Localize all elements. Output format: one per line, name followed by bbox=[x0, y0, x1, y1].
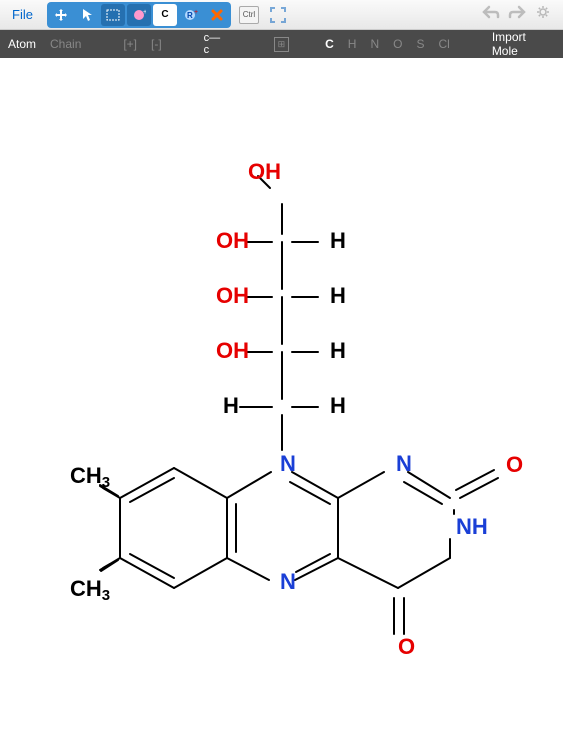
rgroup-tool[interactable]: R+ bbox=[179, 4, 203, 26]
undo-button[interactable] bbox=[481, 3, 501, 26]
atom-circle-tool[interactable]: + bbox=[127, 4, 151, 26]
redo-button[interactable] bbox=[507, 3, 527, 26]
carbon-label-tool[interactable]: C bbox=[153, 4, 177, 26]
svg-text:+: + bbox=[194, 9, 198, 16]
keyboard-settings-icon[interactable]: Ctrl bbox=[239, 6, 259, 24]
charge-plus-button[interactable]: [+] bbox=[123, 37, 137, 51]
svg-text:O: O bbox=[506, 452, 523, 477]
molecule-drawing: OH OH H OH H OH H H H N N N NH O O CH3 CH3 bbox=[0, 58, 563, 750]
svg-text:OH: OH bbox=[216, 283, 249, 308]
pointer-tool[interactable] bbox=[75, 4, 99, 26]
atom-mode-button[interactable]: Atom bbox=[8, 37, 36, 51]
svg-text:H: H bbox=[330, 393, 346, 418]
toolbar-top: File + C R+ Ctrl bbox=[0, 0, 563, 30]
element-n-button[interactable]: N bbox=[370, 37, 379, 51]
selection-tools-group: + C R+ bbox=[47, 2, 231, 28]
svg-text:N: N bbox=[280, 569, 296, 594]
undo-redo-group bbox=[481, 3, 527, 26]
element-h-button[interactable]: H bbox=[348, 37, 357, 51]
chain-mode-button[interactable]: Chain bbox=[50, 37, 81, 51]
svg-text:CH3: CH3 bbox=[70, 463, 110, 491]
molecule-canvas[interactable]: OH OH H OH H OH H H H N N N NH O O CH3 CH3 bbox=[0, 58, 563, 750]
element-s-button[interactable]: S bbox=[416, 37, 424, 51]
charge-minus-button[interactable]: [-] bbox=[151, 37, 162, 51]
fullscreen-icon[interactable] bbox=[269, 6, 287, 24]
settings-area bbox=[535, 4, 559, 25]
element-o-button[interactable]: O bbox=[393, 37, 402, 51]
svg-text:N: N bbox=[396, 451, 412, 476]
svg-text:H: H bbox=[330, 283, 346, 308]
bond-button[interactable]: c—c bbox=[204, 32, 226, 56]
svg-text:O: O bbox=[398, 634, 415, 659]
svg-text:H: H bbox=[223, 393, 239, 418]
svg-text:OH: OH bbox=[216, 228, 249, 253]
svg-text:CH3: CH3 bbox=[70, 576, 110, 604]
file-menu-button[interactable]: File bbox=[4, 5, 41, 24]
select-rect-tool[interactable] bbox=[101, 4, 125, 26]
delete-tool[interactable] bbox=[205, 4, 229, 26]
svg-text:H: H bbox=[330, 228, 346, 253]
import-button[interactable]: Import Mole bbox=[492, 30, 555, 58]
svg-text:OH: OH bbox=[248, 159, 281, 184]
periodic-table-icon[interactable]: ⊞ bbox=[274, 37, 290, 52]
move-tool[interactable] bbox=[49, 4, 73, 26]
svg-text:R: R bbox=[187, 11, 193, 20]
svg-text:N: N bbox=[280, 451, 296, 476]
svg-text:+: + bbox=[143, 9, 146, 16]
toolbar-secondary: Atom Chain [+] [-] c—c ⊞ CHNOS Cl Import … bbox=[0, 30, 563, 58]
element-cl-button[interactable]: Cl bbox=[438, 37, 449, 51]
svg-text:NH: NH bbox=[456, 514, 488, 539]
svg-text:H: H bbox=[330, 338, 346, 363]
gear-icon[interactable] bbox=[535, 4, 551, 25]
element-c-button[interactable]: C bbox=[325, 37, 334, 51]
svg-text:OH: OH bbox=[216, 338, 249, 363]
